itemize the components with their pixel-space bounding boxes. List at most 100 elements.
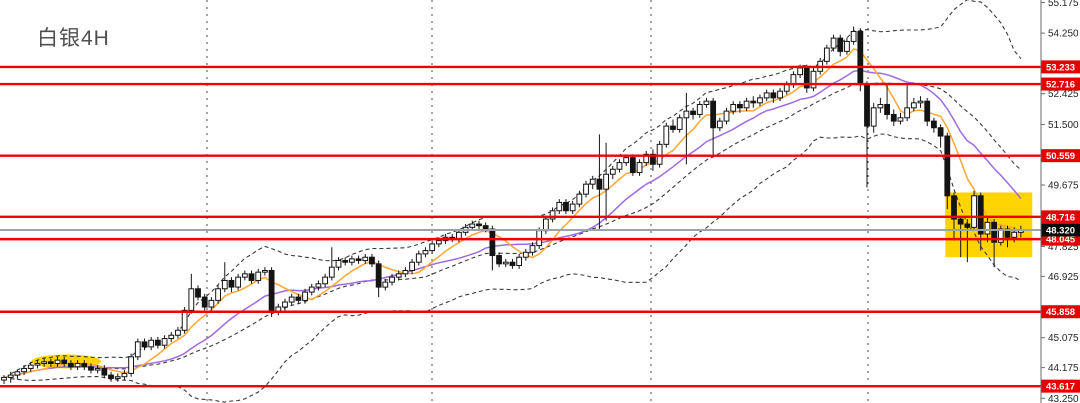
candle: [556, 201, 563, 212]
price-line-label-bg: [1041, 149, 1080, 163]
candle: [114, 376, 121, 379]
candle: [750, 100, 757, 104]
candle: [415, 253, 422, 263]
candle: [1, 376, 7, 381]
candle: [951, 195, 957, 220]
candle: [328, 266, 335, 278]
candle: [897, 117, 904, 122]
price-line-label: 52.716: [1041, 77, 1080, 91]
candle: [402, 270, 409, 275]
candle: [121, 372, 128, 378]
candle: [650, 153, 656, 165]
candle: [777, 90, 783, 99]
candle: [221, 279, 228, 290]
candle: [596, 178, 603, 190]
candle: [469, 223, 476, 228]
candle: [47, 361, 54, 364]
candle: [770, 92, 777, 99]
candle: [188, 288, 195, 311]
candle: [148, 339, 155, 348]
candle: [757, 97, 763, 104]
y-axis-tick-label: 45.075: [1048, 333, 1079, 344]
candle: [844, 40, 850, 52]
candle: [857, 30, 864, 86]
candle: [1011, 231, 1018, 238]
candle: [716, 120, 723, 129]
price-line-label: 50.559: [1041, 149, 1080, 163]
candle: [643, 153, 650, 164]
highlight-zones: [31, 192, 1033, 369]
candle: [154, 339, 161, 346]
candle: [563, 201, 569, 212]
price-line-label: 43.617: [1041, 379, 1080, 393]
candle: [482, 225, 489, 230]
candle: [823, 47, 830, 62]
price-line-label-text: 53.233: [1046, 62, 1075, 73]
candle: [623, 157, 630, 164]
candle: [369, 256, 375, 265]
ma-fast-line: [3, 48, 1022, 379]
price-line-label: 48.716: [1041, 210, 1080, 224]
candle: [255, 271, 262, 281]
candle: [763, 92, 770, 99]
candle: [890, 113, 897, 122]
price-line-label-text: 48.045: [1046, 235, 1076, 246]
horizontal-price-lines: [0, 65, 1041, 388]
candle: [877, 104, 884, 109]
candle: [295, 296, 302, 301]
price-line-label-text: 43.617: [1046, 382, 1075, 393]
candle: [395, 273, 402, 278]
candle: [27, 364, 34, 369]
price-line-label: 45.858: [1041, 305, 1080, 319]
candle: [322, 276, 329, 285]
y-axis-tick-label: 49.675: [1048, 181, 1079, 192]
candle: [964, 223, 971, 228]
candle: [382, 281, 389, 288]
candle: [335, 260, 342, 268]
candle: [991, 221, 998, 243]
current-price-label-bg: [1041, 223, 1080, 237]
candle: [128, 356, 135, 374]
y-axis-tick-label: 55.175: [1048, 0, 1079, 9]
candle: [422, 250, 429, 255]
candle: [516, 256, 523, 267]
price-line-label-bg: [1041, 60, 1080, 74]
candle: [134, 341, 141, 358]
candle: [810, 70, 817, 89]
candle: [362, 256, 369, 262]
candle: [931, 120, 937, 129]
candle: [663, 125, 670, 145]
candle: [576, 193, 583, 205]
candle: [21, 367, 27, 373]
candle: [977, 195, 984, 235]
candle: [14, 371, 21, 376]
candle: [235, 276, 242, 288]
candle: [837, 37, 844, 52]
candle: [168, 334, 175, 340]
candle: [195, 288, 201, 298]
y-axis-tick-label: 46.925: [1048, 272, 1079, 283]
candle: [636, 162, 643, 174]
candle: [884, 104, 890, 115]
candle: [944, 135, 951, 197]
candle: [904, 107, 911, 119]
candle: [696, 104, 703, 115]
candle: [228, 279, 235, 288]
candle: [429, 243, 436, 252]
candle: [34, 362, 41, 366]
y-axis-tick-label: 51.500: [1048, 120, 1079, 131]
candle: [54, 359, 61, 364]
candle: [94, 367, 101, 371]
price-line-label-bg: [1041, 77, 1080, 91]
vertical-gridlines: [206, 0, 869, 403]
candle: [101, 367, 108, 376]
ma-slow-line: [3, 69, 1022, 379]
candle: [241, 273, 248, 278]
candle: [542, 218, 549, 232]
candle: [690, 110, 696, 115]
candle: [629, 157, 636, 174]
candle: [302, 291, 308, 301]
price-line-label: 53.233: [1041, 60, 1080, 74]
